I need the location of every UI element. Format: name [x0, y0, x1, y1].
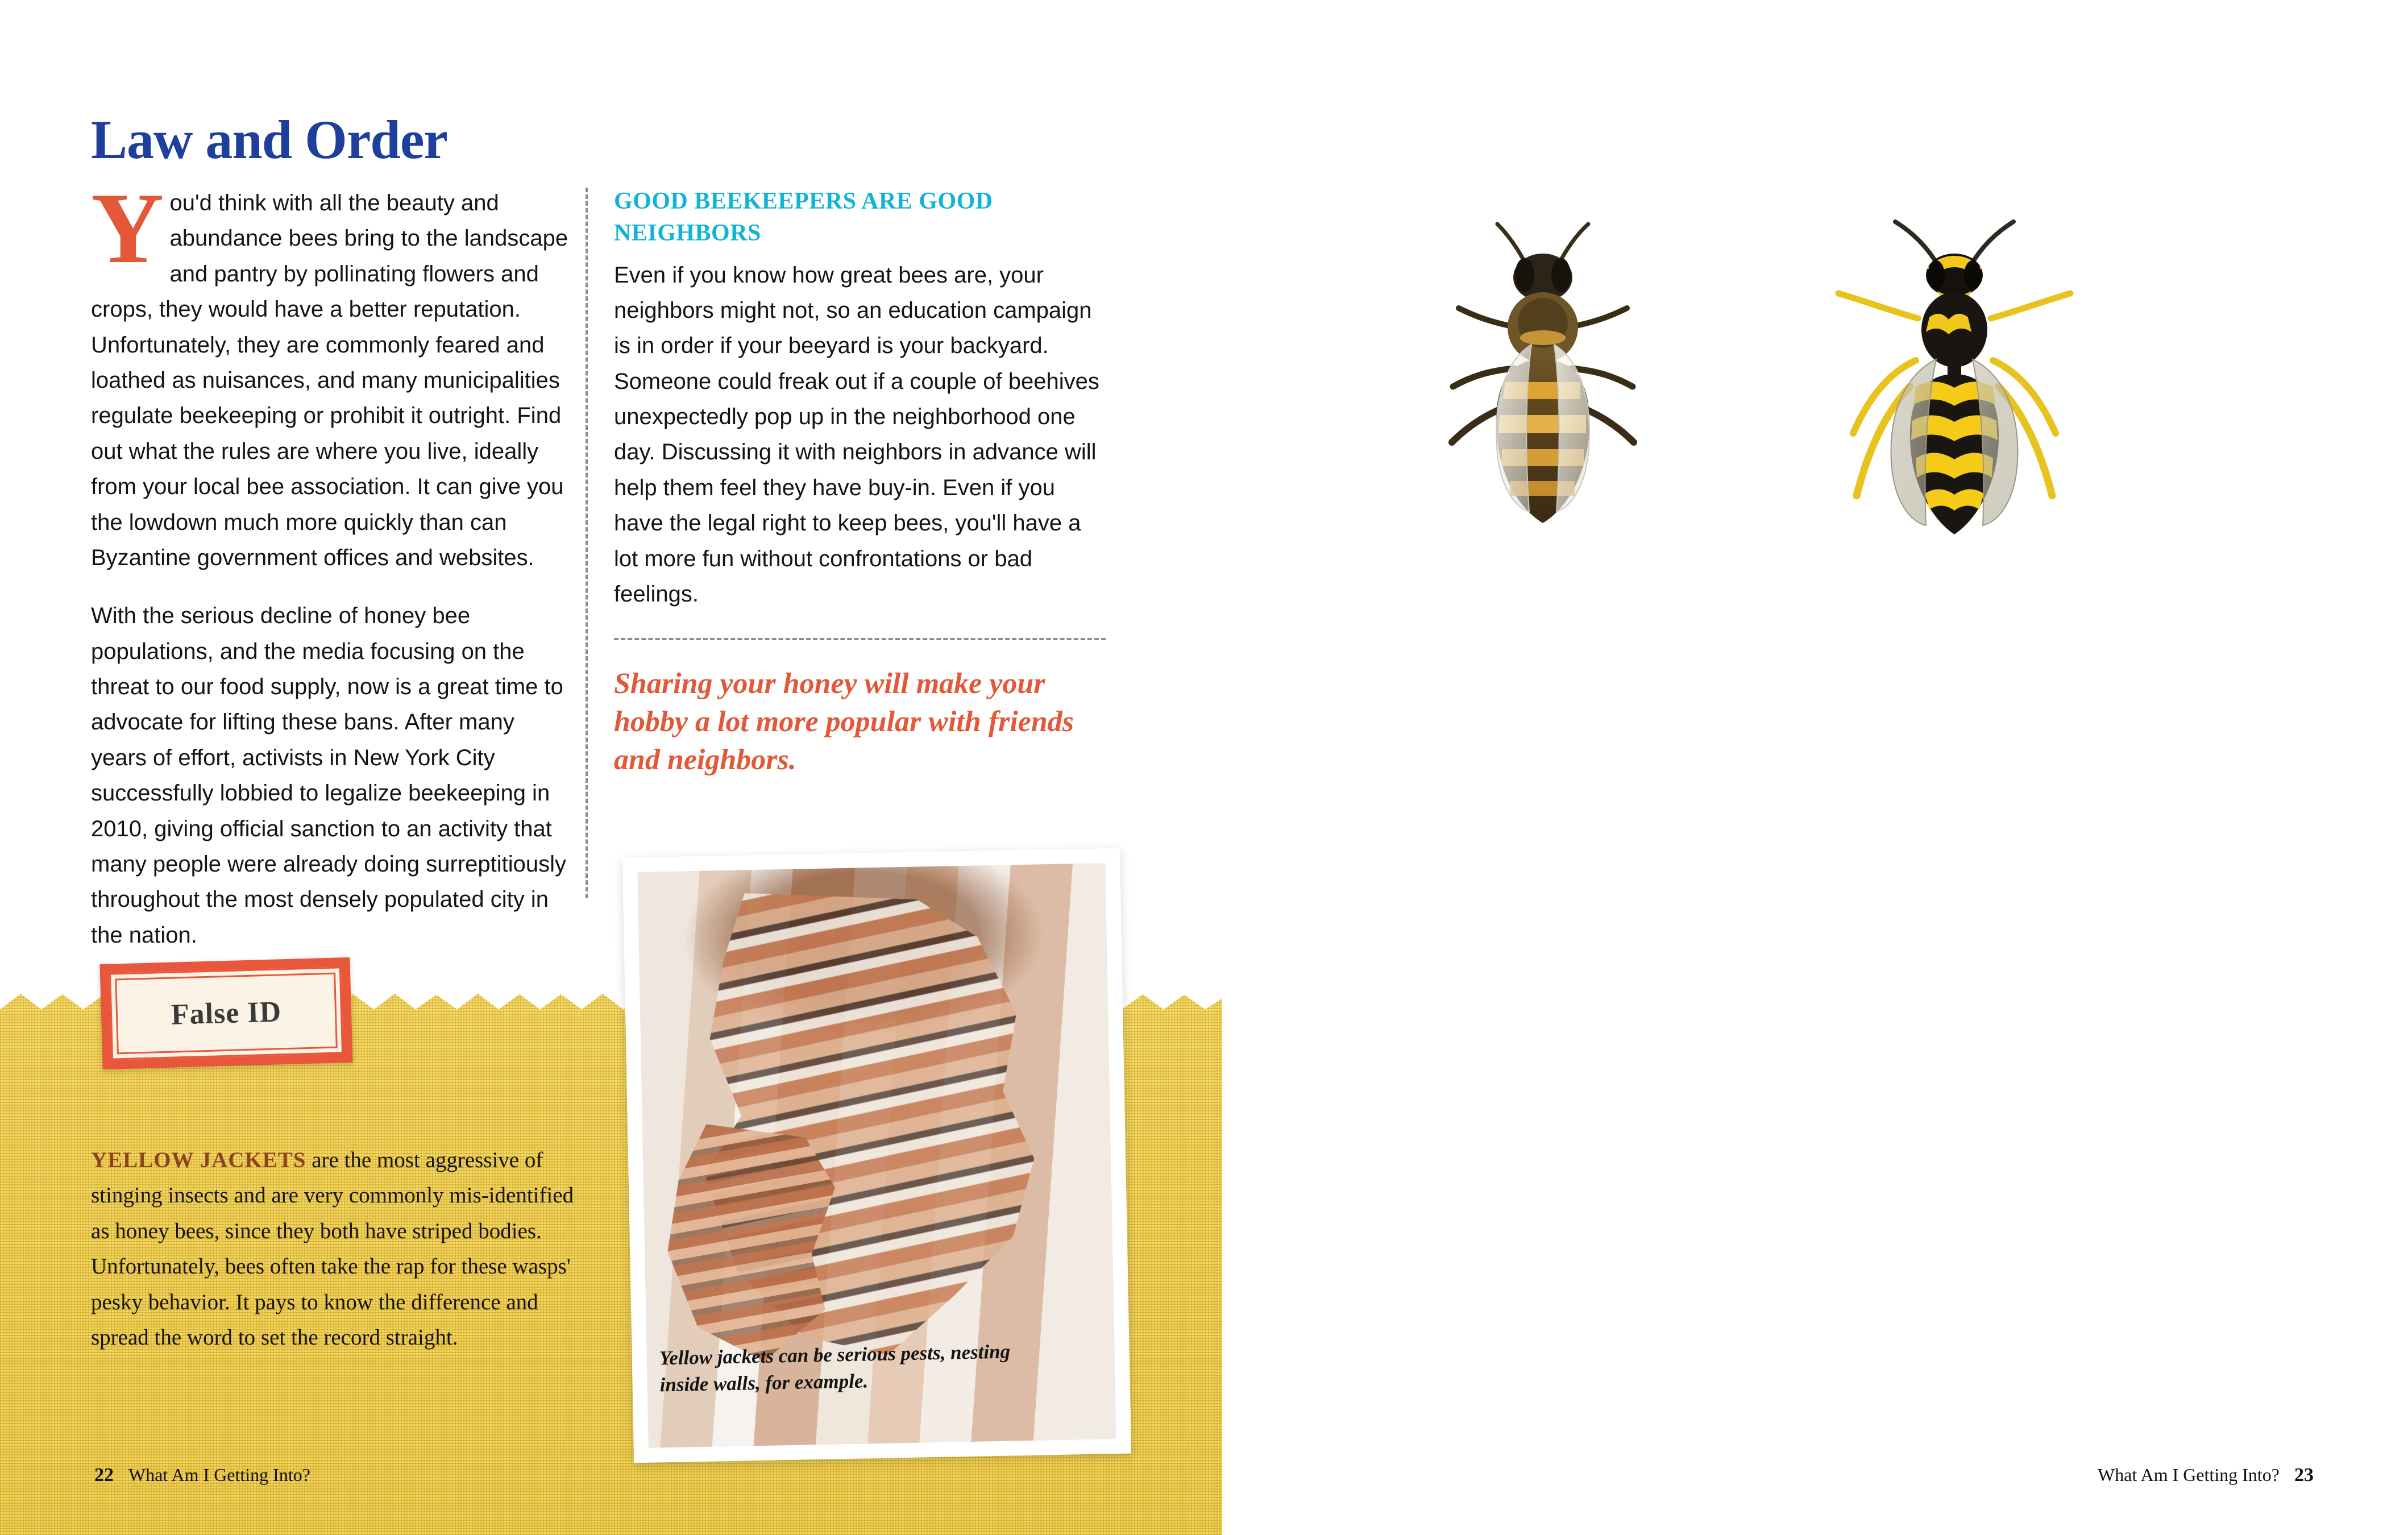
- page-number-right: 23: [2294, 1465, 2314, 1486]
- false-id-body-text: are the most aggressive of stinging inse…: [91, 1148, 574, 1350]
- false-id-label-tag: False ID: [99, 957, 353, 1070]
- page-title: Law and Order: [91, 109, 448, 170]
- page-number-left: 22: [94, 1465, 114, 1486]
- text-column-two: GOOD BEEKEEPERS ARE GOOD NEIGHBORS Even …: [614, 185, 1106, 779]
- footer-left: 22 What Am I Getting Into?: [94, 1465, 310, 1486]
- yellow-jacket-illustration: [1835, 219, 2074, 534]
- false-id-body: YELLOW JACKETS are the most aggressive o…: [91, 1143, 580, 1355]
- column-divider: [586, 188, 588, 898]
- honey-bee-illustration: [1448, 222, 1637, 523]
- false-id-lead: YELLOW JACKETS: [91, 1148, 306, 1172]
- footer-title-right: What Am I Getting Into?: [2098, 1465, 2280, 1485]
- footer-right: What Am I Getting Into? 23: [2098, 1465, 2314, 1486]
- honeycomb-photo-card: Yellow jackets can be serious pests, nes…: [622, 848, 1132, 1463]
- section-kicker: GOOD BEEKEEPERS ARE GOOD NEIGHBORS: [614, 188, 993, 247]
- false-id-label-inner: False ID: [109, 966, 344, 1060]
- false-id-label-text: False ID: [171, 995, 282, 1031]
- dashed-rule: [614, 638, 1106, 641]
- footer-title-left: What Am I Getting Into?: [128, 1465, 310, 1485]
- drop-cap: Y: [91, 172, 164, 284]
- right-page: HONEY BEE YELLOW JACKET: [1204, 0, 2408, 1535]
- paragraph-two: With the serious decline of honey bee po…: [91, 603, 567, 948]
- kicker-body: Even if you know how great bees are, you…: [614, 262, 1099, 607]
- photo-caption: Yellow jackets can be serious pests, nes…: [659, 1340, 1011, 1396]
- paragraph-one-text: ou'd think with all the beauty and abund…: [91, 190, 568, 570]
- pull-quote: Sharing your honey will make your hobby …: [614, 667, 1074, 776]
